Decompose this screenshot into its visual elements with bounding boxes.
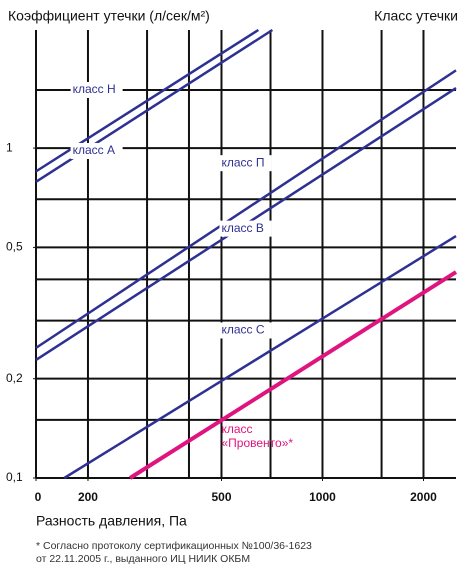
x-tick-label: 1000 <box>309 490 336 504</box>
series-line <box>63 235 457 480</box>
y-tick-label: 0,1 <box>6 470 23 484</box>
series-line <box>35 69 457 349</box>
y-tick-label: 0,5 <box>6 240 23 254</box>
x-tick-label: 0 <box>35 490 42 504</box>
label-bg <box>70 142 123 159</box>
series-label: класс В <box>221 221 263 235</box>
x-axis-label: Разность давления, Па <box>36 513 187 529</box>
series-label: класс П <box>221 155 264 169</box>
x-tick-label: 500 <box>211 490 231 504</box>
label-bg <box>219 220 272 237</box>
chart-subtitle: Класс утечки <box>374 8 458 24</box>
series-line <box>129 270 458 480</box>
series-label: класс Н <box>73 82 116 96</box>
footnote: от 22.11.2005 г., выданного ИЦ НИИК ОКБМ <box>36 553 250 565</box>
y-tick-label: 0,2 <box>6 371 23 385</box>
label-bg <box>219 322 272 339</box>
label-bg <box>70 81 123 98</box>
footnote: * Согласно протоколу сертификационных №1… <box>36 540 312 552</box>
chart-title: Коэффициент утечки (л/сек/м²) <box>8 8 210 24</box>
x-tick-label: 200 <box>78 490 98 504</box>
label-bg <box>219 155 272 172</box>
y-tick-label: 1 <box>6 140 13 154</box>
series-label: класс <box>221 422 252 436</box>
x-tick-label: 2000 <box>410 490 437 504</box>
series-label: «Провенто»* <box>221 436 293 450</box>
series-label: класс С <box>221 323 264 337</box>
series-label: класс А <box>73 143 115 157</box>
